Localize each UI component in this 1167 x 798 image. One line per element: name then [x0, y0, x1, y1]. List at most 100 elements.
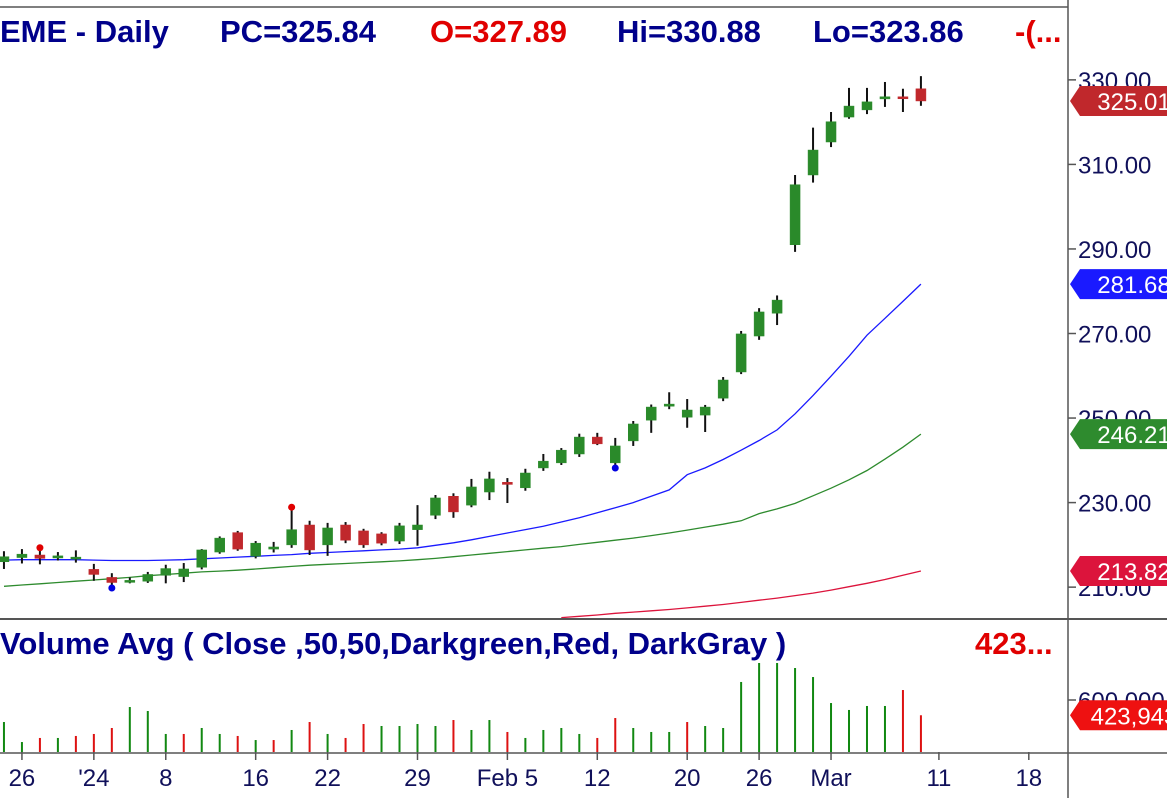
- volume-bar: [704, 726, 707, 752]
- candle-body: [627, 423, 639, 442]
- volume-title: Volume Avg ( Close ,50,50,Darkgreen,Red,…: [0, 626, 786, 661]
- candle-body: [16, 553, 28, 558]
- volume-last: 423...: [975, 626, 1053, 661]
- price-panel: [0, 76, 927, 618]
- header-open: O=327.89: [430, 14, 567, 49]
- last-price-tag: 325.01: [1097, 89, 1167, 116]
- volume-bar: [883, 705, 886, 752]
- average-tag-bg: [1070, 555, 1167, 586]
- x-tick-label: 26: [9, 765, 36, 792]
- candle-body: [376, 533, 387, 544]
- candle-body: [160, 568, 172, 576]
- x-tick-label: 8: [159, 765, 172, 792]
- candle-body: [106, 577, 118, 583]
- candle-body: [448, 496, 459, 513]
- volume-bar: [398, 726, 401, 752]
- volume-bar: [416, 724, 419, 752]
- volume-bar: [848, 709, 851, 752]
- candle-body: [214, 537, 225, 553]
- candle-body: [304, 524, 315, 551]
- volume-bar: [776, 662, 779, 752]
- signal-dot: [611, 464, 619, 472]
- volume-bar: [452, 720, 455, 752]
- average-tag: 213.82: [1097, 559, 1167, 586]
- candle-body: [394, 525, 405, 542]
- volume-bar: [236, 735, 239, 752]
- volume-bar: [794, 668, 797, 752]
- signal-dot: [108, 584, 116, 592]
- x-tick-label: 12: [584, 765, 611, 792]
- candle-body: [735, 333, 747, 373]
- volume-bar: [578, 733, 581, 752]
- candle-body: [753, 311, 765, 337]
- candle-body: [142, 574, 154, 582]
- candle-body: [286, 529, 297, 546]
- header-prev-close: PC=325.84: [220, 14, 377, 49]
- moving-average: [561, 570, 922, 618]
- candle-body: [645, 406, 657, 421]
- volume-bar: [272, 740, 275, 752]
- volume-bar: [254, 740, 257, 752]
- volume-bar: [38, 737, 41, 752]
- axes: 210.00230.00250.00270.00290.00310.00330.…: [9, 68, 1165, 792]
- candle-body: [807, 149, 819, 176]
- volume-bar: [110, 727, 113, 752]
- candle-body: [0, 556, 10, 563]
- x-tick-label: Feb 5: [477, 765, 538, 792]
- candle-body: [412, 524, 423, 530]
- candle-body: [915, 88, 927, 102]
- candle-body: [124, 580, 136, 583]
- header-change: -(...: [1015, 14, 1062, 49]
- volume-bar: [560, 727, 563, 752]
- volume-bar: [722, 727, 725, 752]
- volume-bar: [686, 722, 689, 752]
- x-tick-label: Mar: [810, 765, 851, 792]
- y-tick-label: 230.00: [1078, 491, 1151, 518]
- candle-body: [484, 478, 495, 493]
- volume-bar: [164, 733, 167, 752]
- average-tag-bg: [1070, 269, 1167, 300]
- candle-body: [717, 379, 729, 399]
- candle-body: [879, 96, 891, 100]
- candle-body: [268, 546, 279, 550]
- x-tick-label: 11: [926, 765, 951, 792]
- volume-bar: [614, 718, 617, 752]
- average-tag: 281.68: [1097, 272, 1167, 299]
- x-tick-label: 20: [674, 765, 701, 792]
- volume-bar: [470, 729, 473, 752]
- candle-body: [771, 299, 783, 314]
- x-tick-label: 16: [242, 765, 269, 792]
- candle-body: [70, 556, 82, 560]
- volume-tag-bg: [1070, 700, 1167, 731]
- volume-bar: [182, 733, 185, 752]
- x-tick-label: 26: [746, 765, 773, 792]
- volume-bar: [542, 729, 545, 752]
- volume-bar: [812, 677, 815, 752]
- volume-bar: [56, 737, 59, 752]
- volume-bar: [506, 731, 509, 752]
- candle-body: [663, 403, 675, 407]
- candle-body: [34, 554, 46, 559]
- x-tick-label: 22: [314, 765, 341, 792]
- candle-body: [574, 436, 585, 455]
- y-tick-label: 310.00: [1078, 152, 1151, 179]
- header-high: Hi=330.88: [617, 14, 761, 49]
- volume-bar: [20, 742, 23, 752]
- candle-body: [592, 436, 603, 445]
- volume-bar: [128, 707, 131, 752]
- candle-body: [520, 472, 531, 489]
- candle-body: [825, 121, 837, 143]
- candle-body: [52, 555, 64, 559]
- signal-dot: [36, 544, 44, 552]
- x-tick-label: 18: [1015, 765, 1042, 792]
- y-tick-label: 290.00: [1078, 237, 1151, 264]
- candle-body: [699, 406, 711, 416]
- volume-bar: [74, 735, 77, 752]
- candle-body: [556, 449, 567, 464]
- volume-bar: [632, 727, 635, 752]
- moving-average: [3, 283, 922, 562]
- volume-bar: [830, 703, 833, 752]
- volume-bar: [524, 737, 527, 752]
